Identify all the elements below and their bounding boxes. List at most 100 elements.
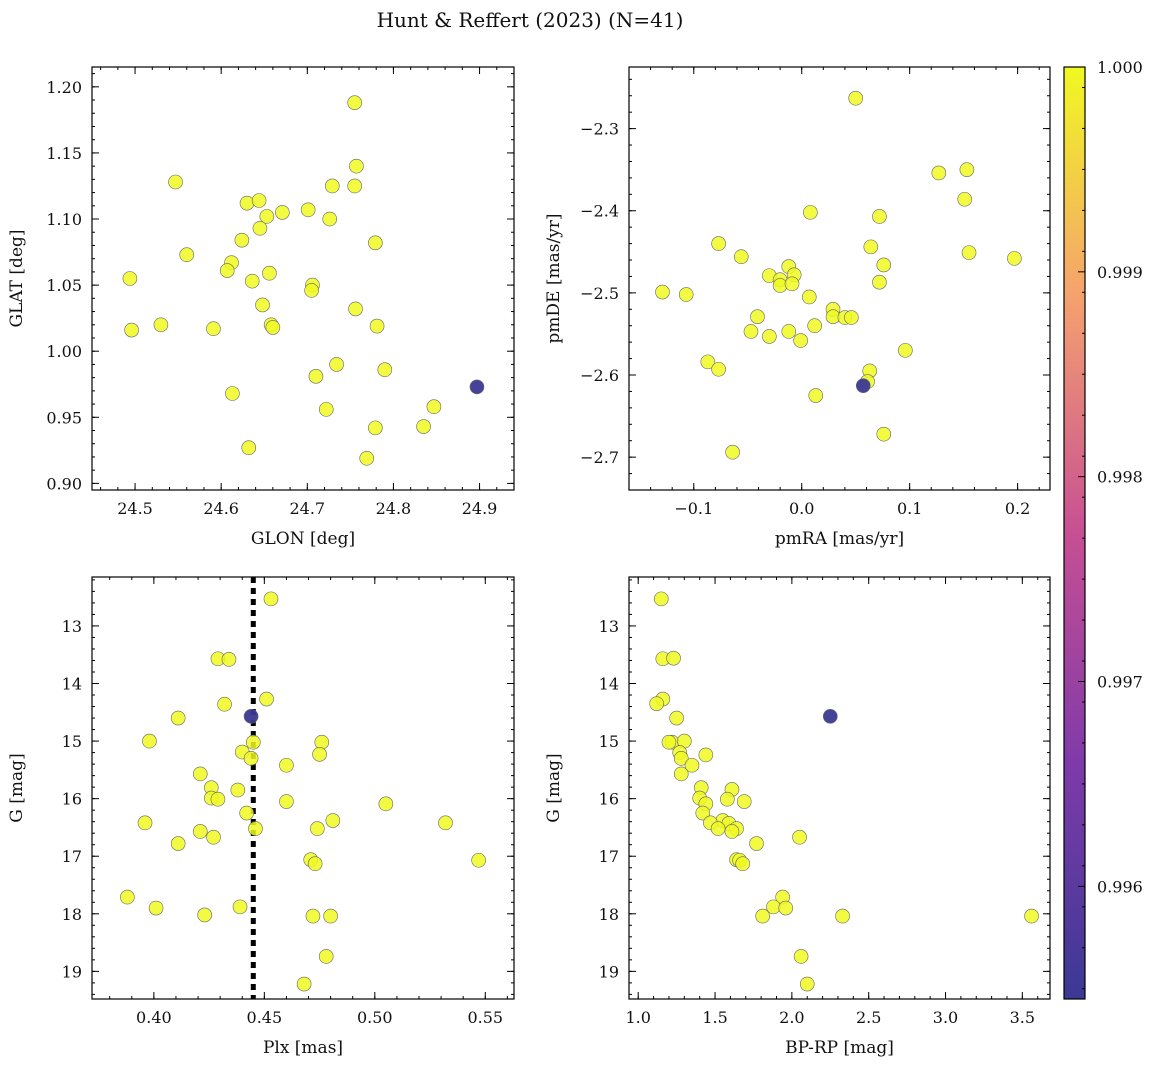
data-point — [872, 209, 887, 224]
y-tick-label: 0.90 — [46, 474, 82, 493]
data-point — [122, 271, 138, 286]
data-point — [661, 734, 677, 750]
data-point — [210, 791, 226, 807]
x-tick-label: 2.5 — [856, 1008, 881, 1027]
y-tick-label: −2.6 — [580, 366, 619, 385]
data-point — [749, 836, 764, 851]
x-tick-label: 24.5 — [117, 499, 153, 518]
data-point — [170, 710, 186, 726]
data-point — [305, 908, 321, 924]
data-point — [329, 357, 344, 372]
data-point — [318, 949, 334, 964]
data-point — [801, 289, 817, 305]
data-point — [325, 813, 341, 828]
data-point — [743, 324, 759, 339]
data-point — [711, 236, 726, 251]
data-point — [711, 361, 726, 377]
x-tick-label: 1.5 — [702, 1008, 727, 1027]
data-point — [957, 191, 973, 207]
data-point — [736, 794, 752, 809]
data-point — [310, 821, 325, 836]
data-point — [822, 709, 838, 724]
data-point — [666, 650, 681, 666]
x-axis-label: Plx [mas] — [263, 1038, 343, 1058]
y-tick-label: 18 — [599, 905, 619, 924]
data-point — [252, 220, 268, 236]
data-point — [653, 591, 669, 607]
y-tick-label: 1.15 — [46, 144, 82, 163]
y-tick-label: 1.05 — [46, 276, 82, 295]
data-point — [243, 751, 259, 766]
colorbar-tick-label: 0.997 — [1097, 673, 1143, 692]
y-tick-label: 17 — [62, 847, 82, 866]
y-axis-label: G [mag] — [544, 753, 564, 822]
data-point — [961, 245, 977, 260]
data-point — [239, 195, 255, 211]
data-point — [322, 211, 337, 227]
data-point — [244, 273, 260, 289]
data-point — [348, 301, 363, 317]
data-point — [307, 856, 323, 872]
y-tick-label: 19 — [599, 962, 619, 981]
data-point — [232, 899, 248, 915]
data-point — [369, 318, 385, 334]
data-point — [312, 747, 327, 762]
data-point — [673, 766, 689, 782]
data-point — [359, 450, 375, 466]
y-tick-label: 17 — [599, 847, 619, 866]
data-point — [300, 202, 316, 218]
panel-cmd: 1.0 1.5 2.0 2.5 3.0 3.5 13 14 15 16 17 18 19 BP-RP [m… — [544, 576, 1051, 1058]
data-point — [725, 444, 740, 460]
data-point — [673, 751, 689, 766]
axes-frame — [91, 66, 515, 491]
y-tick-label: 16 — [599, 790, 619, 809]
data-point — [848, 90, 863, 106]
data-point — [959, 162, 975, 177]
data-point — [669, 710, 684, 726]
x-tick-label: 0.0 — [789, 499, 814, 518]
colorbar-gradient — [1063, 66, 1086, 1000]
y-tick-label: −2.3 — [580, 120, 619, 139]
y-tick-label: 13 — [62, 617, 82, 636]
x-tick-label: 0.40 — [136, 1008, 172, 1027]
data-point — [234, 232, 250, 248]
data-point — [872, 274, 887, 290]
data-point — [368, 235, 383, 251]
data-point — [245, 734, 261, 750]
data-point — [898, 343, 913, 358]
colorbar-tick-label: 0.996 — [1097, 877, 1143, 896]
x-tick-label: 3.0 — [933, 1008, 958, 1027]
y-tick-label: 18 — [62, 905, 82, 924]
x-tick-label: −0.1 — [674, 499, 713, 518]
colorbar: 0.996 0.997 0.998 0.999 1.000 — [1063, 58, 1143, 1000]
data-point — [324, 178, 340, 194]
data-point — [695, 805, 711, 821]
data-point — [153, 317, 169, 333]
x-tick-label: 0.45 — [247, 1008, 283, 1027]
data-point — [931, 165, 947, 181]
figure-title: Hunt & Reffert (2023) (N=41) — [377, 8, 684, 32]
data-point — [684, 757, 700, 773]
data-point — [1024, 908, 1039, 924]
x-tick-label: 0.2 — [1005, 499, 1030, 518]
y-tick-label: 14 — [599, 675, 619, 694]
data-point — [239, 805, 254, 821]
data-point — [378, 796, 394, 812]
data-point — [230, 782, 246, 798]
y-tick-label: −2.5 — [580, 284, 619, 303]
panel-pm: −0.1 0.0 0.1 0.2 −2.7 −2.6 −2.5 −2.4 −2.3 pmRA [m… — [544, 66, 1051, 549]
axes-frame — [91, 576, 515, 1000]
data-point — [259, 209, 275, 224]
y-tick-label: 1.20 — [46, 78, 82, 97]
data-point — [720, 791, 735, 807]
data-point — [168, 174, 183, 190]
data-point — [349, 158, 364, 174]
panel-plx-g: 0.40 0.45 0.50 0.55 13 14 15 16 17 18 19 Plx [mas] G… — [7, 576, 515, 1058]
data-point — [855, 378, 871, 393]
data-point — [296, 976, 312, 992]
data-point — [781, 324, 797, 339]
data-point — [792, 829, 807, 845]
data-point — [778, 900, 794, 916]
y-tick-label: 13 — [599, 617, 619, 636]
